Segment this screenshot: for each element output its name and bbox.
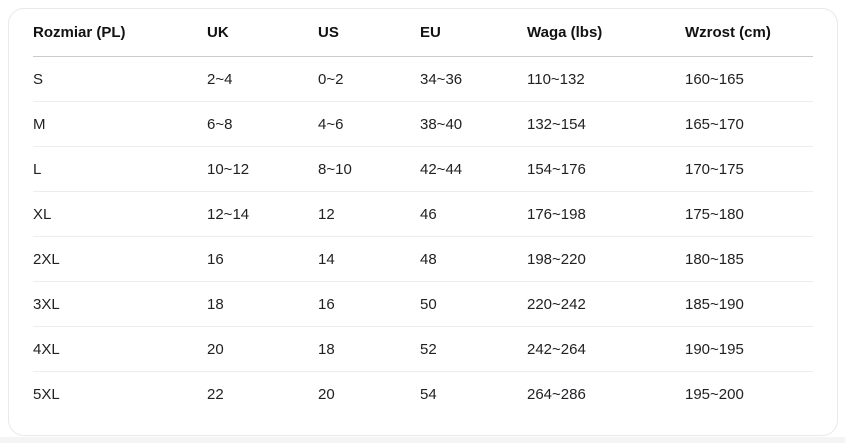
column-header-uk: UK bbox=[207, 9, 318, 57]
cell-size: 3XL bbox=[33, 281, 207, 327]
cell-us: 14 bbox=[318, 236, 420, 282]
cell-height: 195~200 bbox=[685, 385, 744, 403]
table-row: L 10~12 8~10 42~44 154~176 170~175 bbox=[33, 146, 813, 192]
table-row: XL 12~14 12 46 176~198 175~180 bbox=[33, 191, 813, 237]
table-row: M 6~8 4~6 38~40 132~154 165~170 bbox=[33, 101, 813, 147]
cell-uk: 20 bbox=[207, 326, 318, 372]
cell-eu: 52 bbox=[420, 326, 527, 372]
cell-uk: 12~14 bbox=[207, 191, 318, 237]
cell-size: 5XL bbox=[33, 385, 60, 403]
cell-us: 12 bbox=[318, 191, 420, 237]
cell-us: 8~10 bbox=[318, 146, 420, 192]
cell-height: 160~165 bbox=[685, 56, 813, 102]
column-header-weight: Waga (lbs) bbox=[527, 9, 685, 57]
cell-uk: 18 bbox=[207, 281, 318, 327]
column-header-eu: EU bbox=[420, 9, 527, 57]
cell-weight: 220~242 bbox=[527, 281, 685, 327]
cell-uk: 2~4 bbox=[207, 56, 318, 102]
cell-weight: 132~154 bbox=[527, 101, 685, 147]
cell-eu: 42~44 bbox=[420, 146, 527, 192]
cell-size: 2XL bbox=[33, 236, 207, 282]
cell-weight: 110~132 bbox=[527, 56, 685, 102]
cell-size: M bbox=[33, 101, 207, 147]
table-header-row: Rozmiar (PL) UK US EU Waga (lbs) Wzrost (cm) bbox=[33, 9, 813, 57]
table-row: 3XL 18 16 50 220~242 185~190 bbox=[33, 281, 813, 327]
cell-weight: 242~264 bbox=[527, 326, 685, 372]
cell-weight: 154~176 bbox=[527, 146, 685, 192]
size-chart-table: Rozmiar (PL) UK US EU Waga (lbs) Wzrost (cm) … bbox=[33, 9, 813, 416]
cell-height: 190~195 bbox=[685, 326, 813, 372]
cell-us: 20 bbox=[318, 385, 335, 403]
cell-eu: 54 bbox=[420, 385, 437, 403]
table-row: S 2~4 0~2 34~36 110~132 160~165 bbox=[33, 56, 813, 102]
cell-size: S bbox=[33, 56, 207, 102]
cell-size: 4XL bbox=[33, 326, 207, 372]
cell-uk: 6~8 bbox=[207, 101, 318, 147]
cell-weight: 198~220 bbox=[527, 236, 685, 282]
cell-height: 175~180 bbox=[685, 191, 813, 237]
cell-weight: 176~198 bbox=[527, 191, 685, 237]
table-row: 5XL 22 20 54 264~286 195~200 bbox=[33, 372, 813, 417]
cell-weight: 264~286 bbox=[527, 385, 586, 403]
cell-us: 0~2 bbox=[318, 56, 420, 102]
cell-eu: 38~40 bbox=[420, 101, 527, 147]
next-section-edge bbox=[0, 437, 845, 443]
cell-uk: 22 bbox=[207, 385, 224, 403]
cell-size: XL bbox=[33, 191, 207, 237]
cell-us: 16 bbox=[318, 281, 420, 327]
column-header-size: Rozmiar (PL) bbox=[33, 9, 207, 57]
cell-uk: 10~12 bbox=[207, 146, 318, 192]
table-row: 4XL 20 18 52 242~264 190~195 bbox=[33, 326, 813, 372]
column-header-us: US bbox=[318, 9, 420, 57]
cell-eu: 50 bbox=[420, 281, 527, 327]
cell-height: 185~190 bbox=[685, 281, 813, 327]
cell-height: 180~185 bbox=[685, 236, 813, 282]
column-header-height: Wzrost (cm) bbox=[685, 9, 813, 57]
cell-eu: 34~36 bbox=[420, 56, 527, 102]
size-chart-card: Rozmiar (PL) UK US EU Waga (lbs) Wzrost (cm) … bbox=[8, 8, 838, 436]
table-row: 2XL 16 14 48 198~220 180~185 bbox=[33, 236, 813, 282]
cell-eu: 48 bbox=[420, 236, 527, 282]
table-body: S 2~4 0~2 34~36 110~132 160~165 M 6~8 4~6 38~40 13… bbox=[33, 56, 813, 417]
cell-height: 170~175 bbox=[685, 146, 813, 192]
cell-height: 165~170 bbox=[685, 101, 813, 147]
cell-us: 4~6 bbox=[318, 101, 420, 147]
cell-eu: 46 bbox=[420, 191, 527, 237]
cell-uk: 16 bbox=[207, 236, 318, 282]
cell-size: L bbox=[33, 146, 207, 192]
cell-us: 18 bbox=[318, 326, 420, 372]
